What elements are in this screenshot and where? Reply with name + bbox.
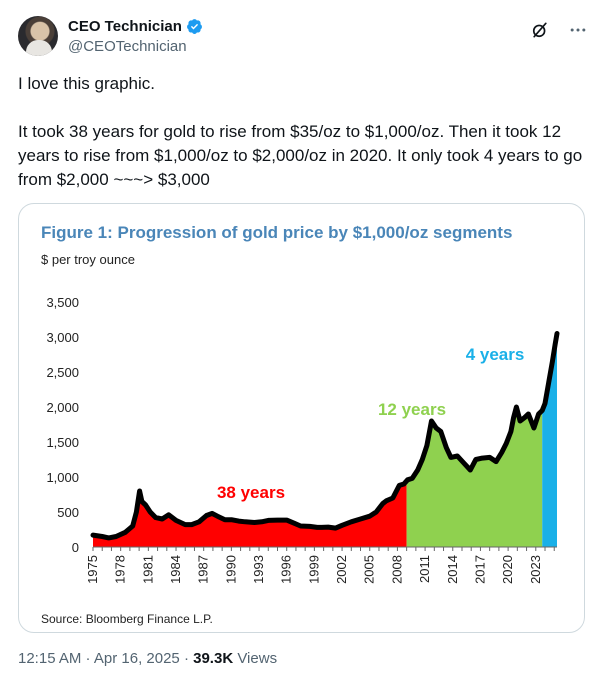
- gold-price-line: [90, 331, 560, 541]
- x-tick-label: 2017: [472, 555, 487, 584]
- x-tick-label: 2011: [417, 555, 432, 583]
- x-tick-label: 2008: [389, 555, 404, 584]
- chart-subtitle: $ per troy ounce: [41, 252, 135, 267]
- more-icon[interactable]: [568, 20, 588, 40]
- y-tick-label: 2,500: [46, 365, 79, 380]
- views-label: Views: [233, 650, 278, 667]
- y-axis: 0 500 1,000 1,500 2,000 2,500 3,000 3,500: [46, 295, 79, 555]
- segment-label-2: 12 years: [378, 400, 446, 419]
- x-tick-label: 1993: [251, 555, 266, 584]
- tweet-timestamp[interactable]: 12:15 AM · Apr 16, 2025: [18, 650, 180, 667]
- y-tick-label: 3,500: [46, 295, 79, 310]
- segment-labels: 38 years 12 years 4 years: [217, 345, 524, 502]
- y-tick-label: 500: [57, 505, 79, 520]
- x-tick-label: 2020: [500, 555, 515, 584]
- author-name-row[interactable]: CEO Technician: [68, 18, 203, 35]
- chart-source: Source: Bloomberg Finance L.P.: [41, 612, 213, 626]
- segment-area-2: [406, 407, 543, 547]
- segment-area-3: [542, 333, 557, 547]
- x-tick-label: 1996: [279, 555, 294, 584]
- author-handle[interactable]: @CEOTechnician: [68, 38, 187, 55]
- meta-separator: ·: [179, 650, 194, 667]
- y-tick-label: 1,500: [46, 435, 79, 450]
- x-tick-label: 2023: [528, 555, 543, 584]
- x-axis: 1975 1978 1981 1984 1987 1990 1993 1996 1999 2002…: [85, 546, 557, 584]
- segment-label-3: 4 years: [466, 345, 525, 364]
- x-tick-label: 1975: [85, 555, 100, 584]
- y-tick-label: 3,000: [46, 330, 79, 345]
- tweet-text: I love this graphic. It took 38 years fo…: [18, 72, 588, 192]
- author-display-name[interactable]: CEO Technician: [68, 18, 182, 35]
- tweet-text-line-1: I love this graphic.: [18, 74, 156, 93]
- x-tick-label: 2005: [362, 555, 377, 584]
- segment-areas: [93, 333, 557, 547]
- verified-badge-icon: [186, 19, 202, 34]
- x-tick-label: 2002: [334, 555, 349, 584]
- y-tick-label: 1,000: [46, 470, 79, 485]
- x-tick-label: 1981: [140, 555, 155, 584]
- tweet-media-chart[interactable]: Figure 1: Progression of gold price by $…: [18, 203, 585, 633]
- y-tick-label: 0: [72, 540, 79, 555]
- chart-title: Figure 1: Progression of gold price by $…: [41, 223, 512, 242]
- grok-icon[interactable]: [530, 20, 550, 40]
- x-tick-label: 1984: [168, 555, 183, 584]
- gold-price-chart: Figure 1: Progression of gold price by $…: [41, 223, 560, 626]
- y-tick-label: 2,000: [46, 400, 79, 415]
- x-tick-label: 1999: [306, 555, 321, 584]
- tweet-header: CEO Technician @CEOTechnician: [18, 12, 588, 60]
- x-tick-label: 1987: [196, 555, 211, 584]
- tweet-text-line-2: It took 38 years for gold to rise from $…: [18, 122, 583, 189]
- x-tick-label: 2014: [445, 555, 460, 584]
- x-tick-label: 1978: [113, 555, 128, 584]
- x-tick-label: 1990: [223, 555, 238, 584]
- tweet-meta: 12:15 AM · Apr 16, 2025 · 39.3K Views: [18, 650, 277, 667]
- segment-area-1: [93, 480, 407, 547]
- views-count: 39.3K: [193, 650, 234, 667]
- avatar[interactable]: [18, 16, 58, 56]
- tweet-actions: [530, 20, 588, 40]
- segment-label-1: 38 years: [217, 483, 285, 502]
